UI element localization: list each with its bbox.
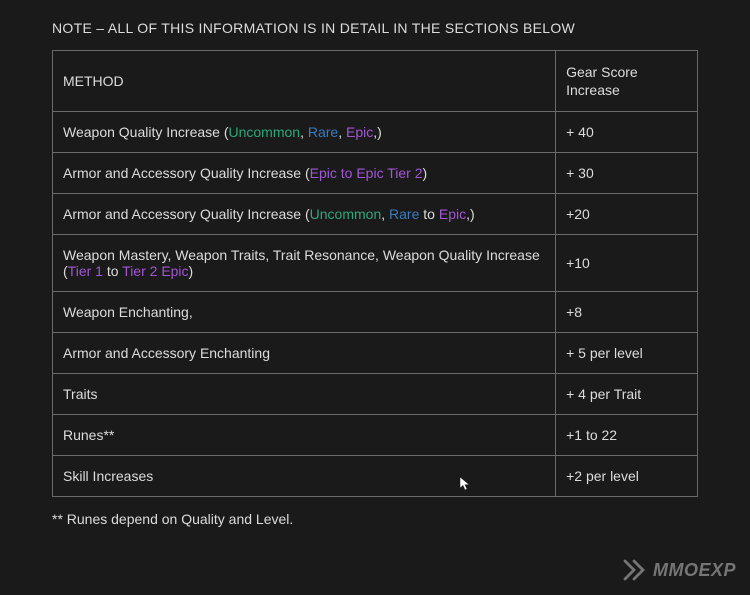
rarity-rare: Rare <box>389 206 419 222</box>
cell-method: Armor and Accessory Enchanting <box>53 333 556 374</box>
header-score: Gear Score Increase <box>556 51 698 112</box>
watermark-icon <box>621 559 647 581</box>
text: Traits <box>63 386 97 402</box>
text: , <box>381 206 389 222</box>
text: , <box>338 124 346 140</box>
table-row: Skill Increases +2 per level <box>53 456 698 497</box>
table-row: Armor and Accessory Quality Increase (Un… <box>53 194 698 235</box>
rarity-uncommon: Uncommon <box>310 206 382 222</box>
rarity-tier: Tier 1 <box>68 263 103 279</box>
cell-score: + 5 per level <box>556 333 698 374</box>
table-row: Traits + 4 per Trait <box>53 374 698 415</box>
rarity-epic: Epic <box>346 124 373 140</box>
cell-method: Weapon Enchanting, <box>53 292 556 333</box>
text: Runes** <box>63 427 114 443</box>
text: ) <box>189 263 194 279</box>
gear-score-table: METHOD Gear Score Increase Weapon Qualit… <box>52 50 698 497</box>
table-row: Weapon Mastery, Weapon Traits, Trait Res… <box>53 235 698 292</box>
text: Weapon Quality Increase ( <box>63 124 229 140</box>
footnote: ** Runes depend on Quality and Level. <box>52 511 698 527</box>
cell-method: Weapon Quality Increase (Uncommon, Rare,… <box>53 112 556 153</box>
cell-score: +10 <box>556 235 698 292</box>
rarity-tier: Tier 2 Epic <box>122 263 188 279</box>
cell-score: + 40 <box>556 112 698 153</box>
text: to <box>103 263 122 279</box>
cell-method: Weapon Mastery, Weapon Traits, Trait Res… <box>53 235 556 292</box>
table-row: Armor and Accessory Enchanting + 5 per le… <box>53 333 698 374</box>
text: Weapon Enchanting, <box>63 304 193 320</box>
page: NOTE – ALL OF THIS INFORMATION IS IN DET… <box>0 0 750 547</box>
rarity-epic: Epic to Epic Tier 2 <box>310 165 423 181</box>
cell-method: Traits <box>53 374 556 415</box>
cell-score: +20 <box>556 194 698 235</box>
rarity-epic: Epic <box>439 206 466 222</box>
text: ,) <box>466 206 475 222</box>
watermark: MMOEXP <box>621 559 736 581</box>
text: , <box>300 124 308 140</box>
table-row: Runes** +1 to 22 <box>53 415 698 456</box>
cell-score: + 4 per Trait <box>556 374 698 415</box>
table-row: Weapon Quality Increase (Uncommon, Rare,… <box>53 112 698 153</box>
cell-method: Armor and Accessory Quality Increase (Un… <box>53 194 556 235</box>
cell-score: +2 per level <box>556 456 698 497</box>
table-row: Armor and Accessory Quality Increase (Ep… <box>53 153 698 194</box>
rarity-uncommon: Uncommon <box>229 124 301 140</box>
text: Armor and Accessory Enchanting <box>63 345 270 361</box>
text: Armor and Accessory Quality Increase ( <box>63 165 310 181</box>
text: ,) <box>373 124 382 140</box>
note-title: NOTE – ALL OF THIS INFORMATION IS IN DET… <box>52 20 698 36</box>
watermark-text: MMOEXP <box>653 560 736 581</box>
text: to <box>419 206 438 222</box>
rarity-rare: Rare <box>308 124 338 140</box>
text: Skill Increases <box>63 468 153 484</box>
header-method: METHOD <box>53 51 556 112</box>
text: Armor and Accessory Quality Increase ( <box>63 206 310 222</box>
table-header-row: METHOD Gear Score Increase <box>53 51 698 112</box>
cell-score: +1 to 22 <box>556 415 698 456</box>
cell-method: Skill Increases <box>53 456 556 497</box>
cell-score: + 30 <box>556 153 698 194</box>
cell-method: Armor and Accessory Quality Increase (Ep… <box>53 153 556 194</box>
cell-score: +8 <box>556 292 698 333</box>
text: ) <box>422 165 427 181</box>
table-row: Weapon Enchanting, +8 <box>53 292 698 333</box>
cell-method: Runes** <box>53 415 556 456</box>
